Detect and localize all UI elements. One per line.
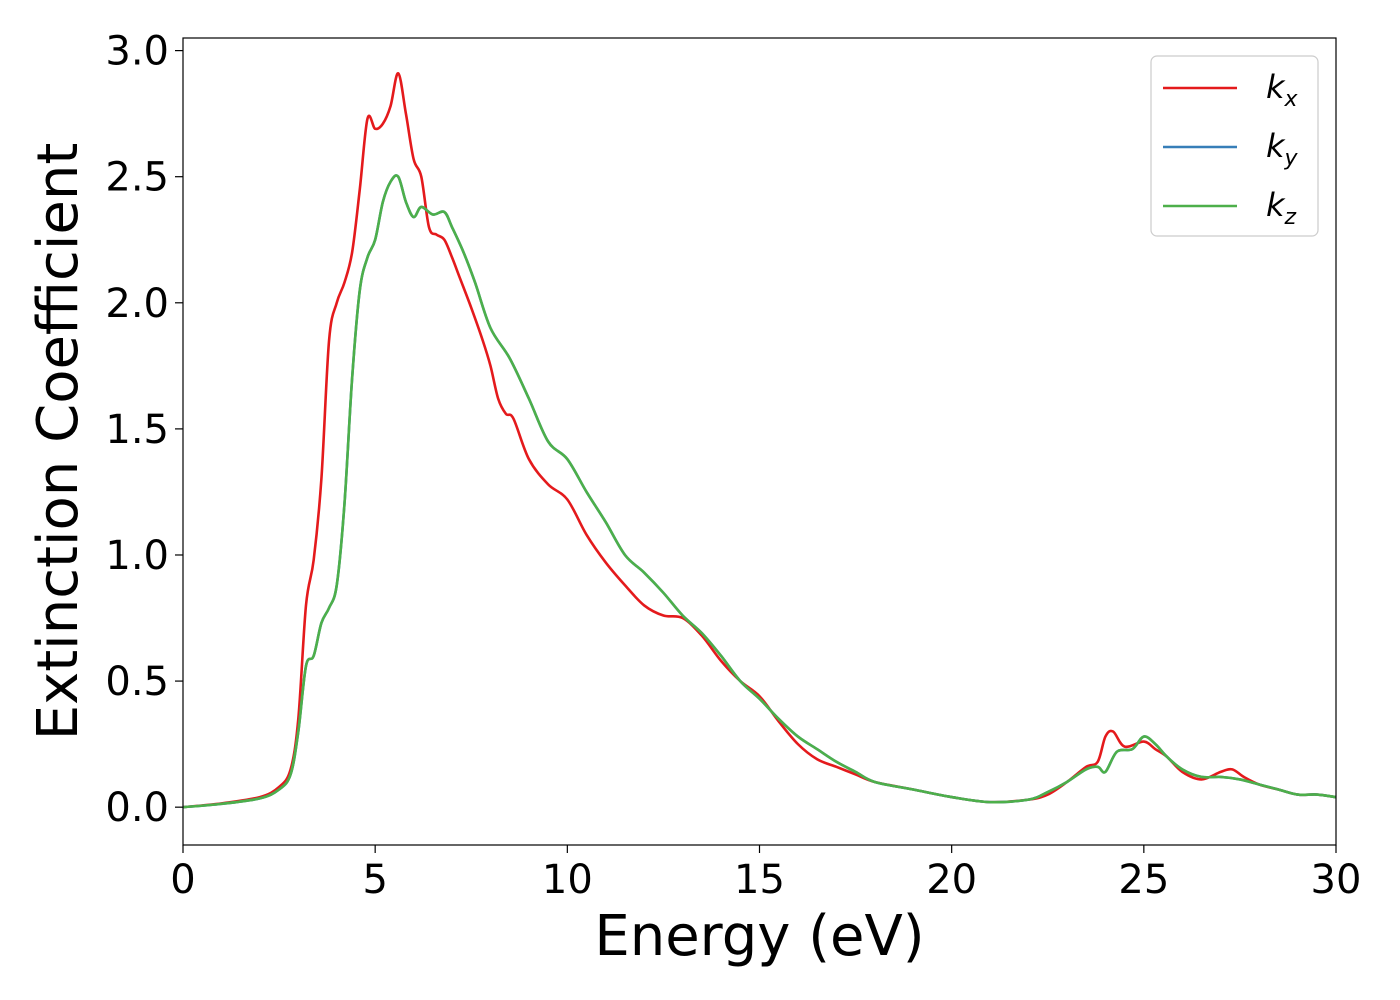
series-line-y: [183, 174, 1336, 809]
x-tick-label: 30: [1311, 857, 1362, 903]
x-tick-label: 5: [362, 857, 387, 903]
y-axis-label: Extinction Coefficient: [26, 143, 91, 741]
legend-label-z: kz: [1266, 186, 1297, 230]
y-tick-label: 0.0: [105, 785, 169, 831]
legend-label-base: k: [1266, 68, 1286, 106]
legend-label-subscript: y: [1284, 146, 1299, 171]
x-tick-label: 20: [926, 857, 977, 903]
y-tick-label: 3.0: [105, 29, 169, 75]
y-tick-label: 0.5: [105, 659, 169, 705]
x-tick-label: 15: [734, 857, 785, 903]
y-tick-label: 1.0: [105, 533, 169, 579]
x-axis: 0 5 10 15 20 25 30: [170, 845, 1361, 903]
y-axis: 0.0 0.5 1.0 1.5 2.0 2.5 3.0: [105, 29, 183, 831]
legend-label-base: k: [1266, 127, 1286, 165]
y-tick-label: 2.0: [105, 281, 169, 327]
legend-label-base: k: [1266, 186, 1286, 224]
legend-label-y: ky: [1266, 127, 1299, 171]
x-axis-label: Energy (eV): [594, 904, 924, 969]
x-tick-label: 0: [170, 857, 195, 903]
y-tick-label: 1.5: [105, 407, 169, 453]
legend-label-subscript: x: [1284, 87, 1299, 112]
series-line-z: [183, 174, 1336, 809]
series-line-x: [183, 72, 1336, 809]
y-tick-label: 2.5: [105, 155, 169, 201]
x-tick-label: 25: [1118, 857, 1169, 903]
legend-label-x: kx: [1266, 68, 1299, 112]
series-layer: [183, 72, 1336, 809]
x-tick-label: 10: [542, 857, 593, 903]
legend-label-subscript: z: [1284, 205, 1297, 230]
